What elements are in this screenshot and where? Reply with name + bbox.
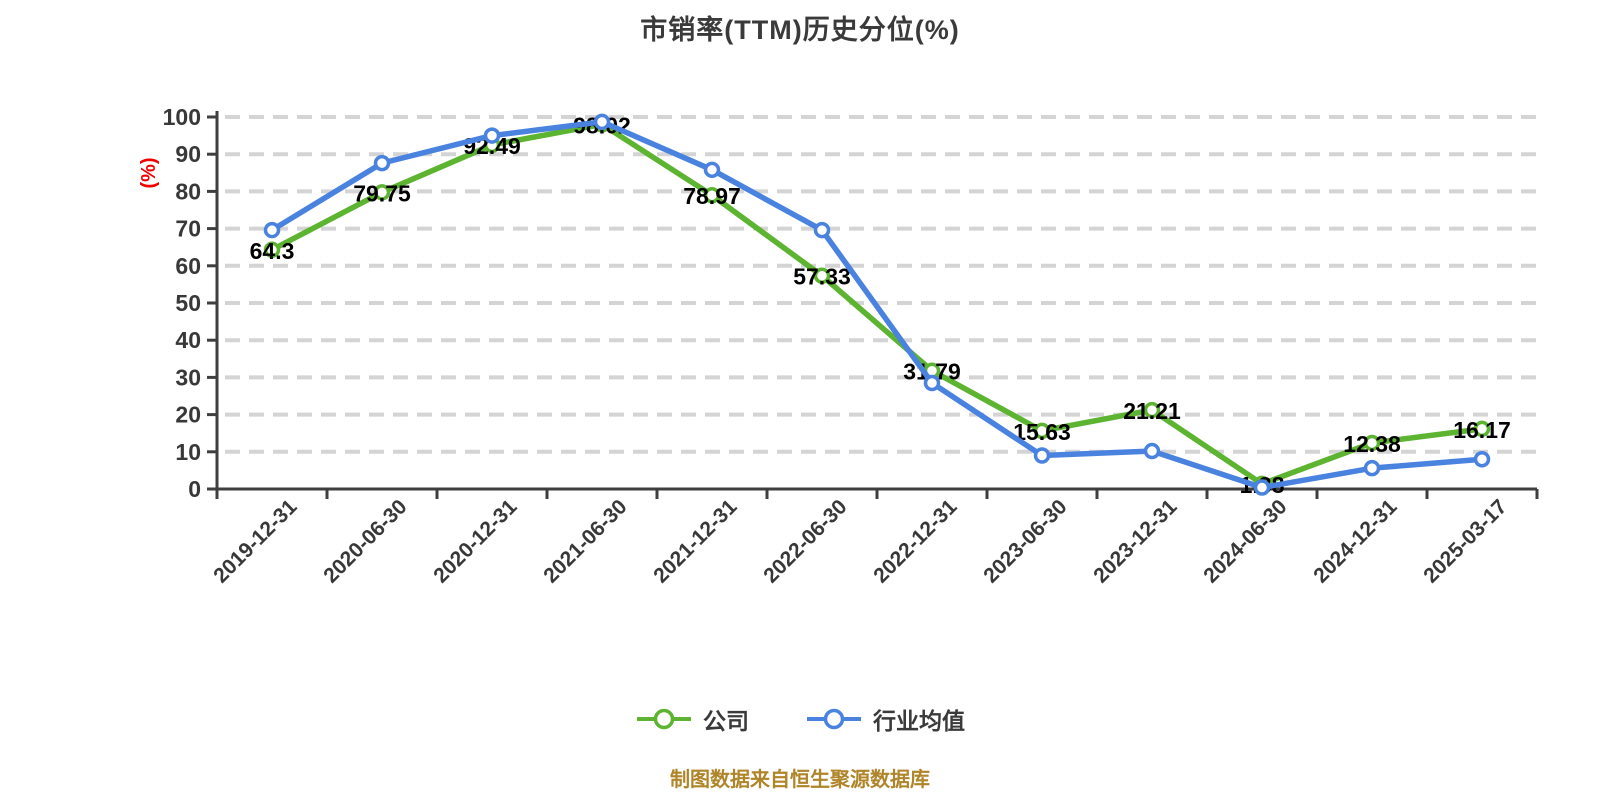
company-line-marker-icon: [637, 708, 691, 730]
y-tick-label: 90: [175, 141, 201, 167]
x-tick-label: 2022-06-30: [759, 495, 851, 587]
series-marker: [1143, 401, 1161, 419]
legend-item-company[interactable]: 公司: [635, 702, 749, 736]
legend-item-industry[interactable]: 行业均值: [805, 702, 965, 736]
series-marker: [483, 127, 501, 144]
y-tick-label: 20: [175, 402, 201, 428]
series-marker: [813, 267, 831, 284]
x-tick-label: 2024-06-30: [1199, 495, 1291, 587]
x-tick-label: 2021-12-31: [649, 495, 741, 587]
y-tick-label: 40: [175, 327, 201, 353]
series-marker: [373, 184, 391, 201]
data-point-label: 16.17: [1453, 417, 1511, 443]
y-tick-label: 10: [175, 439, 201, 465]
legend-label-industry: 行业均值: [873, 708, 965, 734]
data-point-label: 21.21: [1123, 398, 1181, 424]
series-marker: [1143, 442, 1161, 460]
data-point-label: 79.75: [353, 180, 411, 206]
series-line-1: [269, 119, 1485, 491]
series-line-0: [269, 121, 1485, 487]
axes: [207, 111, 1539, 499]
x-tick-label: 2025-03-17: [1419, 495, 1511, 587]
series-marker: [263, 221, 281, 239]
legend: 公司 行业均值: [0, 702, 1600, 736]
y-tick-label: 60: [175, 253, 201, 279]
data-point-label: 64.3: [250, 238, 295, 264]
series-marker: [813, 221, 831, 239]
y-tick-label: 0: [188, 476, 201, 502]
series-marker: [263, 241, 281, 259]
data-point-label: 57.33: [793, 264, 851, 290]
data-source-caption: 制图数据来自恒生聚源数据库: [670, 769, 930, 791]
y-tick-label: 80: [175, 178, 201, 204]
series-marker: [373, 154, 391, 172]
series-marker: [703, 161, 721, 179]
y-tick-label: 50: [175, 290, 201, 316]
chart-title: 市销率(TTM)历史分位(%): [640, 15, 960, 45]
series-marker: [593, 113, 611, 131]
legend-label-company: 公司: [703, 708, 749, 734]
y-axis-unit-label: (%): [138, 157, 160, 188]
series-marker: [1473, 420, 1491, 438]
x-tick-label: 2023-06-30: [979, 495, 1071, 587]
x-tick-label: 2022-12-31: [869, 495, 961, 587]
series-marker: [1363, 459, 1381, 477]
x-tick-label: 2024-12-31: [1309, 495, 1401, 587]
y-tick-label: 70: [175, 216, 201, 242]
series-marker: [1253, 479, 1271, 496]
series-marker: [1033, 422, 1051, 440]
x-tick-label: 2020-12-31: [429, 495, 521, 587]
y-tick-label: 100: [163, 104, 201, 130]
series-marker: [1363, 434, 1381, 452]
series-marker: [1033, 447, 1051, 464]
industry-line-marker-icon: [807, 708, 861, 730]
data-point-label: 12.38: [1343, 431, 1401, 457]
data-point-label: 78.97: [683, 183, 741, 209]
x-tick-label: 2023-12-31: [1089, 495, 1181, 587]
y-tick-label: 30: [175, 364, 201, 390]
x-tick-label: 2021-06-30: [539, 495, 631, 587]
series-marker: [923, 374, 941, 392]
line-chart: 64.379.7592.4998.0278.9757.3331.7915.632…: [138, 104, 1539, 587]
series-lines: 64.379.7592.4998.0278.9757.3331.7915.632…: [250, 112, 1511, 498]
x-tick-label: 2019-12-31: [209, 495, 301, 587]
gridlines: [225, 115, 1537, 454]
series-marker: [1473, 450, 1491, 468]
series-marker: [703, 186, 721, 204]
x-tick-label: 2020-06-30: [319, 495, 411, 587]
